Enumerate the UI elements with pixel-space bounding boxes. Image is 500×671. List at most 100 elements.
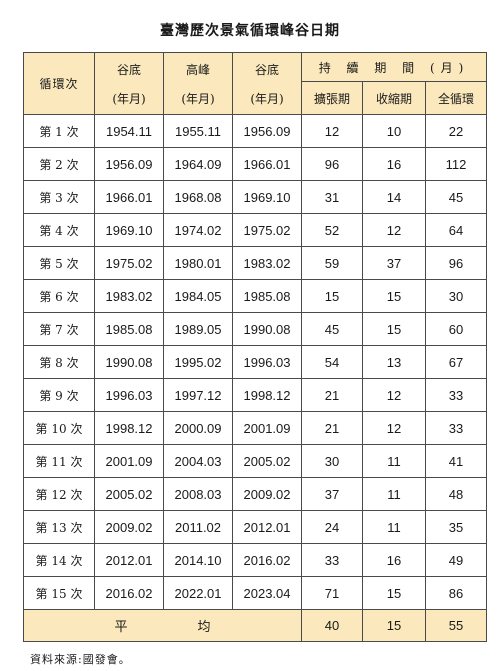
header-trough-end: 谷底 (年月) <box>232 52 302 115</box>
cycle-label: 第 3 次 <box>23 180 95 214</box>
cycle-label: 第 12 次 <box>23 477 95 511</box>
average-contraction: 15 <box>362 609 426 642</box>
expansion-cell: 31 <box>301 180 363 214</box>
table-row: 第 13 次 2009.02 2011.02 2012.01 24 11 35 <box>23 510 488 544</box>
contraction-cell: 12 <box>362 411 426 445</box>
trough-start-cell: 1998.12 <box>94 411 164 445</box>
contraction-cell: 13 <box>362 345 426 379</box>
peak-cell: 2008.03 <box>163 477 233 511</box>
table-row: 第 15 次 2016.02 2022.01 2023.04 71 15 86 <box>23 576 488 610</box>
trough-end-cell: 2005.02 <box>232 444 302 478</box>
page-title: 臺灣歷次景氣循環峰谷日期 <box>160 23 340 39</box>
peak-cell: 2011.02 <box>163 510 233 544</box>
trough-start-cell: 1956.09 <box>94 147 164 181</box>
average-label: 平均 <box>23 609 302 642</box>
table-row: 第 7 次 1985.08 1989.05 1990.08 45 15 60 <box>23 312 488 346</box>
peak-cell: 1980.01 <box>163 246 233 280</box>
contraction-cell: 11 <box>362 510 426 544</box>
full-cycle-cell: 60 <box>424 312 488 346</box>
peak-cell: 1968.08 <box>163 180 233 214</box>
table-row: 第 14 次 2012.01 2014.10 2016.02 33 16 49 <box>23 543 488 577</box>
cycle-label: 第 9 次 <box>23 378 95 412</box>
expansion-cell: 12 <box>301 114 363 148</box>
table-row: 第 6 次 1983.02 1984.05 1985.08 15 15 30 <box>23 279 488 313</box>
header-duration: 持 續 期 間 (月) <box>300 52 488 82</box>
peak-cell: 1984.05 <box>163 279 233 313</box>
table-row: 第 1 次 1954.11 1955.11 1956.09 12 10 22 <box>23 114 488 148</box>
trough-end-cell: 2001.09 <box>232 411 302 445</box>
trough-start-cell: 1969.10 <box>94 213 164 247</box>
table-row: 第 10 次 1998.12 2000.09 2001.09 21 12 33 <box>23 411 488 445</box>
trough-start-cell: 1990.08 <box>94 345 164 379</box>
contraction-cell: 14 <box>362 180 426 214</box>
trough-end-cell: 1990.08 <box>232 312 302 346</box>
contraction-cell: 15 <box>362 576 426 610</box>
average-row: 平均 40 15 55 <box>23 609 488 642</box>
expansion-cell: 71 <box>301 576 363 610</box>
cycle-label: 第 13 次 <box>23 510 95 544</box>
trough-end-cell: 1966.01 <box>232 147 302 181</box>
full-cycle-cell: 49 <box>424 543 488 577</box>
full-cycle-cell: 30 <box>424 279 488 313</box>
trough-start-cell: 2012.01 <box>94 543 164 577</box>
expansion-cell: 30 <box>301 444 363 478</box>
cycle-label: 第 5 次 <box>23 246 95 280</box>
table-row: 第 9 次 1996.03 1997.12 1998.12 21 12 33 <box>23 378 488 412</box>
average-full-cycle: 55 <box>424 609 488 642</box>
trough-start-cell: 1966.01 <box>94 180 164 214</box>
contraction-cell: 15 <box>362 279 426 313</box>
table-row: 第 12 次 2005.02 2008.03 2009.02 37 11 48 <box>23 477 488 511</box>
peak-cell: 1989.05 <box>163 312 233 346</box>
contraction-cell: 16 <box>362 543 426 577</box>
trough-start-cell: 2009.02 <box>94 510 164 544</box>
trough-end-cell: 1983.02 <box>232 246 302 280</box>
expansion-cell: 21 <box>301 378 363 412</box>
peak-cell: 1955.11 <box>163 114 233 148</box>
trough-end-cell: 1985.08 <box>232 279 302 313</box>
average-expansion: 40 <box>301 609 363 642</box>
cycle-label: 第 14 次 <box>23 543 95 577</box>
cycle-label: 第 4 次 <box>23 213 95 247</box>
cycle-label: 第 11 次 <box>23 444 95 478</box>
peak-cell: 2000.09 <box>163 411 233 445</box>
table-row: 第 3 次 1966.01 1968.08 1969.10 31 14 45 <box>23 180 488 214</box>
trough-end-cell: 1998.12 <box>232 378 302 412</box>
business-cycle-table: 循環次 谷底 (年月) 高峰 (年月) 谷底 (年月) 持 續 期 間 (月) … <box>23 52 488 642</box>
contraction-cell: 11 <box>362 444 426 478</box>
trough-start-cell: 2005.02 <box>94 477 164 511</box>
trough-end-cell: 2009.02 <box>232 477 302 511</box>
table-row: 第 11 次 2001.09 2004.03 2005.02 30 11 41 <box>23 444 488 478</box>
contraction-cell: 10 <box>362 114 426 148</box>
header-trough-start-unit: (年月) <box>112 92 146 106</box>
contraction-cell: 37 <box>362 246 426 280</box>
full-cycle-cell: 33 <box>424 411 488 445</box>
trough-start-cell: 1975.02 <box>94 246 164 280</box>
full-cycle-cell: 35 <box>424 510 488 544</box>
expansion-cell: 33 <box>301 543 363 577</box>
trough-start-cell: 2016.02 <box>94 576 164 610</box>
header-contraction: 收縮期 <box>362 81 426 115</box>
peak-cell: 2022.01 <box>163 576 233 610</box>
contraction-cell: 12 <box>362 378 426 412</box>
contraction-cell: 12 <box>362 213 426 247</box>
peak-cell: 1995.02 <box>163 345 233 379</box>
expansion-cell: 21 <box>301 411 363 445</box>
full-cycle-cell: 33 <box>424 378 488 412</box>
full-cycle-cell: 64 <box>424 213 488 247</box>
expansion-cell: 15 <box>301 279 363 313</box>
trough-end-cell: 1996.03 <box>232 345 302 379</box>
table-row: 第 5 次 1975.02 1980.01 1983.02 59 37 96 <box>23 246 488 280</box>
peak-cell: 1974.02 <box>163 213 233 247</box>
trough-end-cell: 1969.10 <box>232 180 302 214</box>
expansion-cell: 96 <box>301 147 363 181</box>
table-row: 第 2 次 1956.09 1964.09 1966.01 96 16 112 <box>23 147 488 181</box>
cycle-label: 第 1 次 <box>23 114 95 148</box>
contraction-cell: 16 <box>362 147 426 181</box>
full-cycle-cell: 96 <box>424 246 488 280</box>
full-cycle-cell: 112 <box>424 147 488 181</box>
full-cycle-cell: 45 <box>424 180 488 214</box>
header-trough-start: 谷底 (年月) <box>94 52 164 115</box>
expansion-cell: 52 <box>301 213 363 247</box>
peak-cell: 2004.03 <box>163 444 233 478</box>
source-note: 資料來源:國發會。 <box>30 653 131 666</box>
